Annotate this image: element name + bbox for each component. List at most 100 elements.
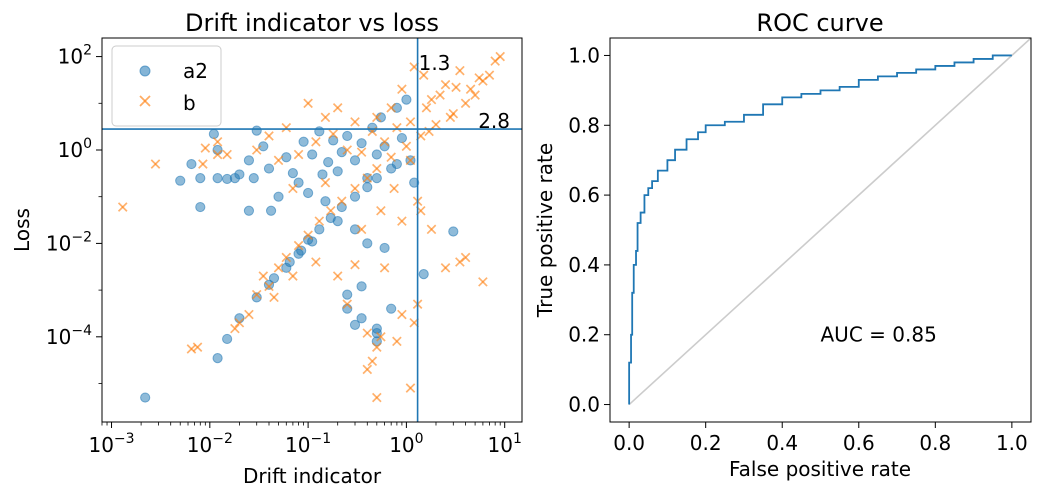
point-a2: [243, 155, 255, 166]
point-b: [455, 257, 465, 267]
roc-x-label: False positive rate: [729, 457, 911, 481]
point-b: [386, 152, 396, 163]
point-b: [311, 136, 321, 147]
point-b: [474, 73, 484, 83]
point-a2: [362, 182, 373, 193]
point-b: [212, 136, 223, 147]
point-a2: [386, 303, 397, 314]
roc-y-ticks: 0.0 0.2 0.4 0.6 0.8 1.0: [568, 43, 610, 417]
point-a2: [332, 166, 343, 177]
point-a2: [409, 177, 420, 188]
point-a2: [175, 175, 186, 186]
point-b: [451, 82, 461, 93]
point-b: [470, 90, 480, 100]
point-b: [376, 205, 386, 216]
point-a2: [332, 216, 343, 227]
point-b: [362, 364, 373, 375]
point-a2: [222, 333, 233, 345]
point-b: [392, 122, 402, 133]
point-a2: [349, 224, 361, 235]
x-tick-label: 0.8: [919, 431, 951, 455]
point-a2: [342, 303, 353, 314]
point-b: [273, 155, 284, 166]
point-a2: [356, 138, 367, 149]
point-a2: [296, 245, 307, 256]
point-b: [397, 309, 407, 320]
point-a2: [234, 313, 245, 324]
point-b: [460, 98, 471, 109]
point-b: [288, 183, 298, 194]
roc-reference-diagonal: [628, 38, 1031, 406]
point-b: [198, 159, 208, 169]
point-b: [332, 271, 343, 281]
point-b: [311, 257, 321, 267]
legend: a2 b: [111, 45, 222, 127]
threshold-vertical-label: 1.3: [419, 51, 451, 75]
point-b: [269, 292, 279, 303]
point-a2: [336, 147, 347, 158]
point-b: [303, 230, 313, 240]
point-a2: [328, 135, 339, 146]
point-a2: [314, 224, 325, 235]
x-tick-label: 100: [389, 431, 423, 457]
point-b: [186, 344, 197, 354]
x-tick-label: 101: [488, 431, 522, 457]
point-b: [150, 159, 161, 169]
point-b: [418, 70, 429, 80]
point-b: [192, 342, 203, 352]
point-b: [362, 328, 373, 338]
point-b: [342, 299, 353, 309]
point-a2: [349, 319, 361, 330]
y-tick-label: 102: [58, 43, 92, 69]
point-a2: [317, 169, 328, 180]
point-b: [367, 356, 378, 367]
point-a2: [349, 191, 361, 202]
point-a2: [307, 236, 318, 247]
point-b: [372, 342, 382, 352]
point-a2: [342, 130, 353, 142]
auc-annotation: AUC = 0.85: [821, 323, 937, 347]
point-a2: [314, 126, 325, 137]
y-tick-label: 0.0: [568, 393, 600, 417]
x-tick-label: 1.0: [996, 431, 1028, 455]
point-b: [426, 224, 437, 235]
legend-box: [111, 45, 222, 127]
point-a2: [356, 281, 367, 292]
point-a2: [273, 191, 284, 202]
point-b: [264, 281, 274, 292]
roc-x-ticks: 0.0 0.2 0.4 0.6 0.8 1.0: [613, 422, 1028, 455]
point-a2: [251, 125, 262, 136]
point-a2: [371, 173, 382, 184]
point-b: [200, 143, 211, 153]
point-a2: [356, 313, 367, 324]
point-a2: [265, 205, 277, 216]
scatter-title: Drift indicator vs loss: [185, 9, 439, 37]
point-a2: [229, 173, 241, 184]
point-a2: [298, 136, 309, 147]
point-b: [350, 183, 360, 194]
point-a2: [336, 201, 347, 213]
point-a2: [307, 149, 318, 160]
point-a2: [287, 168, 298, 179]
y-tick-label: 0.2: [568, 323, 600, 347]
point-a2: [186, 158, 197, 170]
point-b: [320, 177, 331, 188]
point-b: [251, 289, 262, 300]
point-b: [465, 84, 476, 95]
point-b: [440, 79, 451, 90]
point-a2: [379, 141, 390, 152]
point-b: [379, 136, 390, 147]
point-b: [281, 122, 292, 133]
point-b: [426, 94, 437, 105]
point-b: [230, 323, 240, 334]
legend-label-b: b: [183, 91, 196, 115]
x-tick-label: 0.4: [766, 431, 798, 455]
roc-frame: [609, 37, 1032, 423]
point-a2: [248, 173, 259, 184]
point-a2: [212, 353, 223, 364]
x-tick-label: 0.6: [843, 431, 875, 455]
point-a2: [342, 289, 353, 300]
point-b: [293, 240, 304, 251]
point-b: [303, 98, 313, 109]
